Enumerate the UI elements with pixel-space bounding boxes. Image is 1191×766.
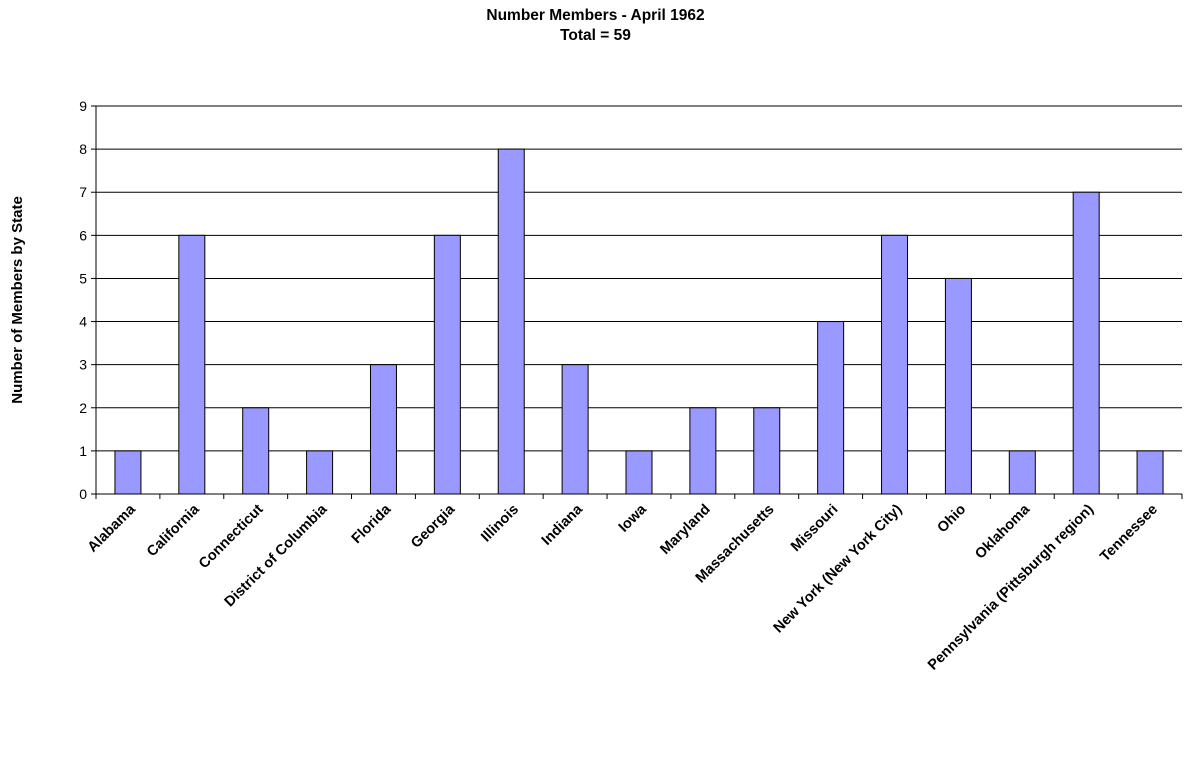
x-tick-label: Maryland (657, 502, 713, 558)
bar (369, 364, 397, 495)
y-axis-label: Number of Members by State (9, 196, 26, 404)
y-tick-label: 8 (79, 141, 87, 157)
y-tick-label: 4 (79, 314, 87, 330)
x-tick-label: Indiana (539, 501, 587, 549)
bar (114, 450, 142, 495)
x-tick-label: Connecticut (196, 501, 267, 572)
x-tick-label: California (144, 501, 203, 560)
y-tick-labels: 0 1 2 3 4 5 6 7 8 9 (79, 98, 87, 502)
bar (689, 407, 717, 495)
bar (561, 364, 589, 495)
bar (817, 321, 845, 495)
y-tick-label: 3 (79, 357, 87, 373)
y-tick-label: 7 (79, 184, 87, 200)
x-tick-label: Florida (349, 501, 395, 547)
bar (497, 148, 525, 495)
y-tick-label: 1 (79, 443, 87, 459)
y-tick-label: 6 (79, 227, 87, 243)
bar (306, 450, 334, 495)
y-tick-label: 0 (79, 486, 87, 502)
bar (753, 407, 781, 495)
chart-subtitle: Total = 59 (560, 27, 631, 44)
bar (1008, 450, 1036, 495)
x-tick-label: Ohio (935, 501, 970, 536)
x-tick-label: Illinois (478, 502, 522, 546)
x-tick-label: New York (New York City) (771, 501, 906, 636)
bar (433, 234, 461, 495)
axes (91, 105, 1183, 499)
x-tick-label: Tennessee (1097, 502, 1161, 566)
x-tick-label: Oklahoma (972, 501, 1034, 563)
chart-title: Number Members - April 1962 (486, 7, 705, 24)
grid-lines (96, 105, 1182, 452)
bar (625, 450, 653, 495)
y-tick-label: 2 (79, 400, 87, 416)
x-tick-label: Georgia (408, 501, 459, 552)
bar (881, 234, 909, 495)
x-tick-label: Alabama (85, 501, 140, 556)
bar (944, 277, 972, 495)
bar (1072, 191, 1100, 495)
bar (242, 407, 270, 495)
x-tick-label: Iowa (616, 501, 651, 536)
bar (1136, 450, 1164, 495)
bars (114, 148, 1164, 495)
x-tick-label: Missouri (788, 502, 841, 555)
bar (178, 234, 206, 495)
chart-title-block: Number Members - April 1962 Total = 59 (0, 6, 1191, 46)
y-tick-label: 9 (79, 98, 87, 114)
y-tick-label: 5 (79, 270, 87, 286)
